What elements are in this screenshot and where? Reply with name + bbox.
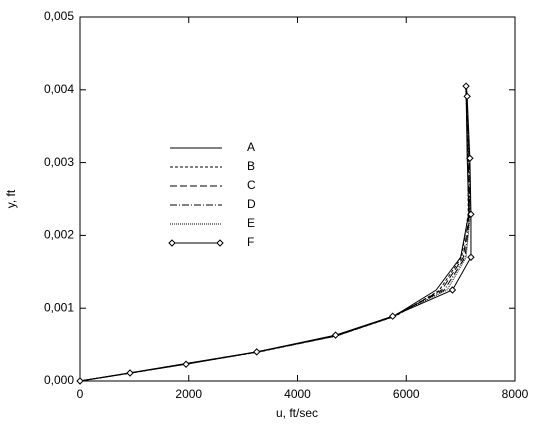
series-line <box>79 88 470 382</box>
y-tick-label: 0,003 <box>44 155 74 169</box>
legend-label: A <box>247 140 255 154</box>
legend-marker <box>216 239 224 247</box>
y-tick-label: 0,002 <box>44 228 74 242</box>
series-line <box>79 87 471 382</box>
series-marker <box>76 377 84 385</box>
legend-label: D <box>247 197 256 211</box>
series-marker <box>182 360 190 368</box>
y-tick-label: 0,005 <box>44 9 74 23</box>
series-line <box>79 86 472 382</box>
series-line <box>79 89 470 382</box>
series-line <box>79 86 471 382</box>
x-tick-label: 2000 <box>175 387 202 401</box>
plot-frame <box>79 16 516 382</box>
legend-label: B <box>247 159 255 173</box>
series-marker <box>388 312 397 320</box>
x-tick-label: 0 <box>77 387 84 401</box>
x-axis-label: u, ft/sec <box>276 406 318 420</box>
series-marker <box>448 286 457 294</box>
series-marker <box>463 92 471 101</box>
series-marker <box>467 253 475 261</box>
legend-label: F <box>247 235 254 249</box>
series-marker <box>467 210 475 218</box>
y-tick-label: 0,000 <box>44 373 74 387</box>
x-tick-label: 8000 <box>502 387 529 401</box>
y-axis-label: y, ft <box>4 189 18 208</box>
y-tick-label: 0,004 <box>44 82 74 96</box>
x-tick-label: 6000 <box>393 387 420 401</box>
legend-marker <box>168 239 176 247</box>
x-tick-label: 4000 <box>284 387 311 401</box>
series-marker <box>331 331 340 339</box>
series-marker <box>462 82 470 90</box>
series-marker <box>466 154 474 162</box>
series-marker <box>253 348 261 356</box>
series-marker <box>126 369 134 377</box>
legend-label: C <box>247 178 256 192</box>
legend-label: E <box>247 216 255 230</box>
y-tick-label: 0,001 <box>44 300 74 314</box>
series-line <box>79 89 469 382</box>
